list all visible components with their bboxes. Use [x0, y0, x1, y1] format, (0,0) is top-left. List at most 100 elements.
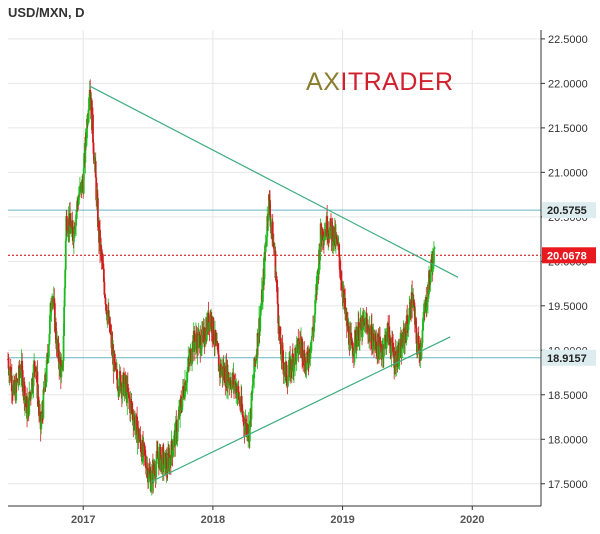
candle-body — [340, 279, 343, 281]
candle — [348, 322, 350, 349]
candle-body — [92, 142, 95, 154]
candle-body — [132, 420, 135, 426]
candle-body — [16, 379, 19, 383]
candle-body — [383, 337, 386, 350]
candle-body — [296, 340, 299, 345]
candle — [199, 325, 202, 363]
candle-body — [71, 220, 74, 229]
candle-body — [267, 215, 270, 221]
candle-body — [311, 327, 314, 336]
candle — [383, 334, 386, 357]
candle-body — [55, 321, 57, 340]
candle — [144, 449, 147, 470]
candle-body — [118, 370, 121, 390]
candle-body — [42, 389, 45, 419]
candle-body — [418, 343, 421, 355]
candle-body — [430, 259, 433, 271]
candle-body — [46, 355, 49, 357]
candle-body — [142, 443, 145, 454]
candle-body — [329, 227, 331, 239]
candle-body — [95, 177, 98, 201]
candle-body — [260, 305, 263, 311]
candle-body — [244, 424, 246, 432]
candle-body — [122, 374, 124, 388]
candle-body — [415, 327, 418, 344]
candle-body — [48, 333, 51, 345]
candle — [386, 325, 388, 346]
candle — [181, 398, 184, 413]
candle-body — [250, 392, 253, 420]
candle-body — [233, 384, 236, 387]
candle — [187, 346, 190, 371]
candle-body — [356, 336, 359, 347]
price-badge: 20.0678 — [542, 247, 596, 264]
candle-body — [105, 305, 108, 315]
candle-body — [385, 341, 388, 349]
candle-body — [417, 335, 420, 344]
candle — [266, 206, 269, 247]
candle — [148, 458, 151, 474]
candle-body — [399, 341, 402, 353]
candle — [271, 214, 274, 247]
y-tick-label: 22.5000 — [548, 34, 588, 46]
candle — [100, 247, 103, 270]
candle-body — [78, 185, 81, 195]
candle-body — [110, 332, 112, 334]
candle-body — [367, 324, 369, 333]
candle-body — [283, 371, 286, 373]
candle-body — [349, 333, 351, 351]
candle — [162, 444, 165, 481]
candle — [132, 409, 135, 431]
candle-body — [291, 353, 294, 358]
candle — [320, 222, 323, 237]
candle-body — [45, 382, 48, 384]
candle — [301, 336, 304, 369]
support-trend-line — [150, 336, 451, 483]
candle-body — [396, 349, 399, 366]
candle — [217, 349, 220, 355]
candle — [103, 277, 106, 298]
candle-body — [102, 266, 105, 269]
candle-body — [62, 360, 64, 368]
candle-body — [411, 292, 414, 308]
candle-body — [428, 270, 430, 295]
candle — [257, 335, 260, 347]
candle-body — [203, 343, 206, 345]
candle — [370, 313, 373, 356]
candle-body — [430, 259, 433, 263]
candle-body — [246, 423, 249, 438]
candle-body — [187, 358, 190, 361]
candle — [10, 363, 13, 404]
candle — [306, 347, 308, 370]
candle-body — [247, 435, 250, 437]
candle-body — [282, 350, 284, 363]
candle-body — [398, 342, 400, 359]
candle-body — [185, 385, 188, 390]
candle — [203, 319, 205, 348]
candle-body — [350, 339, 353, 341]
candle — [269, 204, 272, 234]
candle — [247, 433, 250, 448]
y-tick-label: 22.0000 — [548, 78, 588, 90]
candle — [296, 338, 299, 350]
candle — [353, 351, 356, 366]
candle — [106, 313, 109, 328]
candlestick-series — [7, 79, 436, 496]
candle-body — [259, 315, 262, 332]
candle-body — [391, 337, 394, 343]
candle — [430, 250, 433, 283]
candle — [183, 378, 185, 400]
candle — [102, 254, 105, 271]
candle-body — [148, 469, 150, 479]
candle-body — [203, 327, 205, 344]
candle — [38, 398, 40, 423]
candle-body — [252, 378, 255, 384]
candle-body — [181, 386, 184, 399]
candle-body — [171, 440, 173, 450]
candle-body — [199, 335, 202, 354]
candle-body — [174, 421, 177, 446]
candle-body — [160, 459, 162, 470]
candle-body — [275, 276, 278, 283]
candle-body — [67, 231, 69, 233]
candle-body — [191, 357, 193, 362]
